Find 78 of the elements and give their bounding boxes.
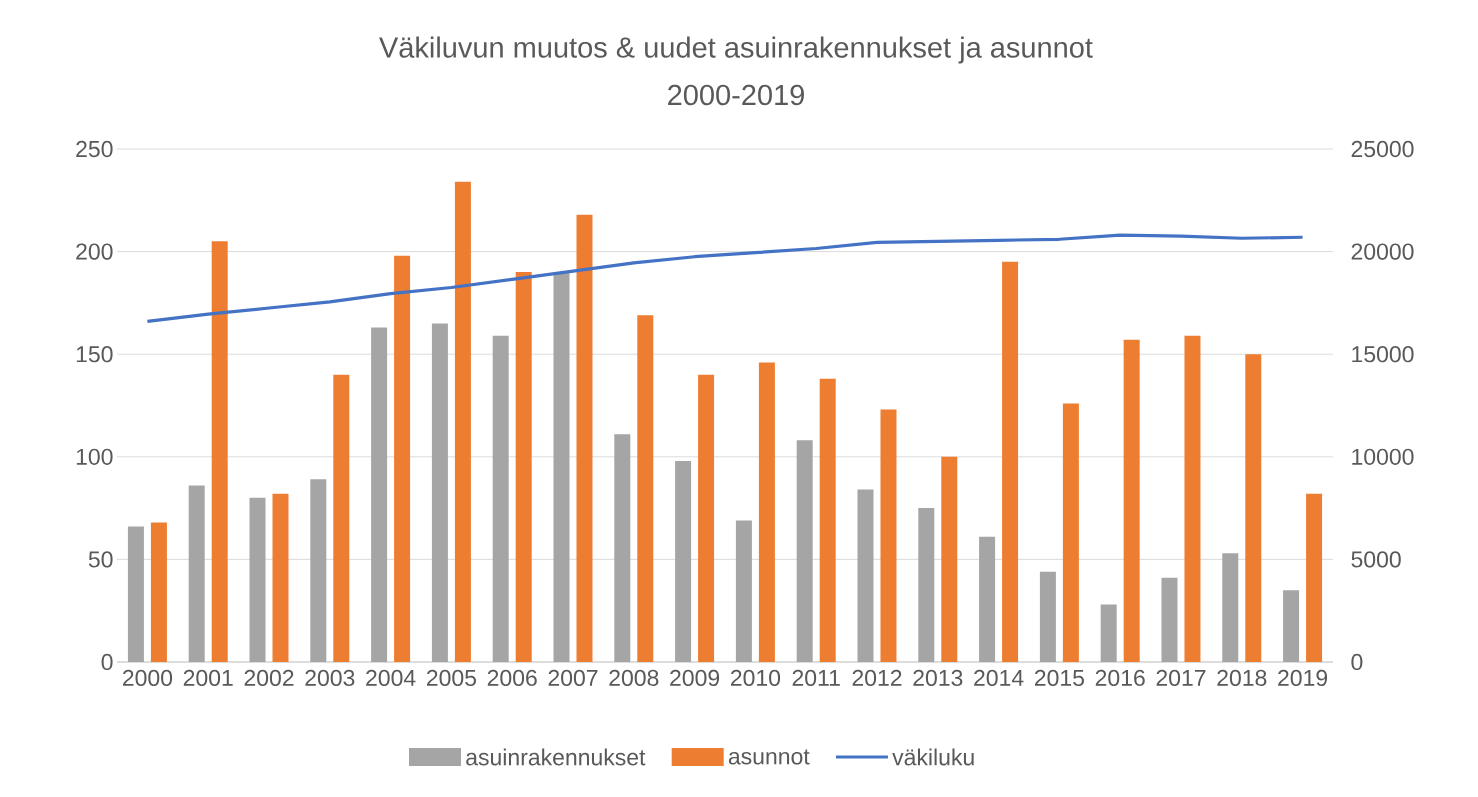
y2-tick-label: 5000: [1351, 551, 1401, 568]
y-tick-label: 150: [76, 346, 113, 363]
x-tick-label: 2003: [305, 669, 355, 687]
x-tick-label: 2013: [913, 669, 963, 687]
bar: [553, 272, 570, 662]
x-tick-label: 2015: [1034, 669, 1084, 687]
x-tick-label: 2012: [852, 669, 902, 687]
x-tick-label: 2009: [670, 669, 720, 687]
bar: [1245, 354, 1262, 662]
bar: [394, 255, 411, 662]
x-tick-label: 2011: [792, 669, 840, 687]
bar: [1306, 493, 1323, 662]
legend-label: asuinrakennukset: [466, 748, 646, 766]
bar: [1283, 590, 1300, 662]
bar: [454, 181, 471, 662]
x-tick-label: 2016: [1095, 669, 1145, 687]
bar: [819, 378, 836, 662]
bar: [698, 374, 715, 662]
bar: [637, 315, 654, 662]
x-tick-label: 2019: [1278, 669, 1328, 687]
bar: [857, 489, 874, 662]
bar: [371, 327, 388, 662]
bar: [979, 536, 996, 662]
bar: [272, 493, 289, 662]
bar: [150, 522, 167, 662]
y2-tick-label: 15000: [1352, 346, 1414, 363]
bar: [492, 335, 509, 662]
bar: [333, 374, 350, 662]
x-tick-label: 2007: [548, 669, 598, 687]
bar: [515, 272, 532, 662]
bar: [310, 479, 327, 662]
bar: [1161, 577, 1178, 662]
chart-title: Väkiluvun muutos & uudet asuinrakennukset ja asunnot: [379, 36, 1093, 64]
x-tick-label: 2001: [183, 669, 233, 687]
x-tick-label: 2018: [1217, 669, 1267, 687]
bar: [675, 460, 692, 662]
bar: [1062, 403, 1079, 662]
bar: [431, 323, 448, 662]
y2-tick-label: 20000: [1351, 243, 1414, 260]
y2-tick-label: 10000: [1352, 448, 1414, 465]
x-tick-label: 2008: [609, 669, 659, 687]
legend-label: väkiluku: [892, 748, 974, 766]
x-tick-label: 2000: [122, 669, 173, 687]
bar: [188, 485, 205, 662]
y-tick-label: 0: [101, 653, 113, 671]
bar: [1002, 261, 1019, 662]
bar: [758, 362, 775, 662]
bar: [735, 520, 752, 662]
x-tick-label: 2004: [366, 669, 416, 687]
bar: [211, 241, 228, 662]
y-tick-label: 100: [76, 448, 113, 465]
bar: [1039, 571, 1056, 662]
x-tick-label: 2017: [1156, 669, 1206, 687]
y-tick-label: 250: [76, 140, 113, 158]
bar: [1222, 553, 1239, 662]
bar: [941, 456, 958, 662]
bar: [614, 434, 631, 662]
bar: [576, 214, 593, 662]
bar: [1100, 604, 1117, 662]
bar: [918, 508, 935, 662]
y-tick-label: 200: [76, 243, 113, 260]
x-tick-label: 2010: [730, 669, 781, 687]
bar: [249, 497, 266, 662]
chart-subtitle: 2000-2019: [668, 84, 804, 106]
bar: [1184, 335, 1201, 662]
bar: [127, 526, 144, 662]
y2-tick-label: 25000: [1351, 140, 1414, 158]
x-tick-label: 2014: [974, 669, 1024, 687]
x-tick-label: 2006: [487, 669, 537, 687]
bar: [1123, 339, 1140, 662]
x-tick-label: 2005: [426, 669, 477, 687]
y2-tick-label: 0: [1351, 653, 1363, 671]
bar: [880, 409, 897, 662]
legend-label: asunnot: [728, 749, 810, 765]
line-series: [145, 233, 1305, 323]
bar: [796, 440, 813, 662]
y-tick-label: 50: [88, 551, 113, 568]
x-tick-label: 2002: [244, 669, 294, 687]
